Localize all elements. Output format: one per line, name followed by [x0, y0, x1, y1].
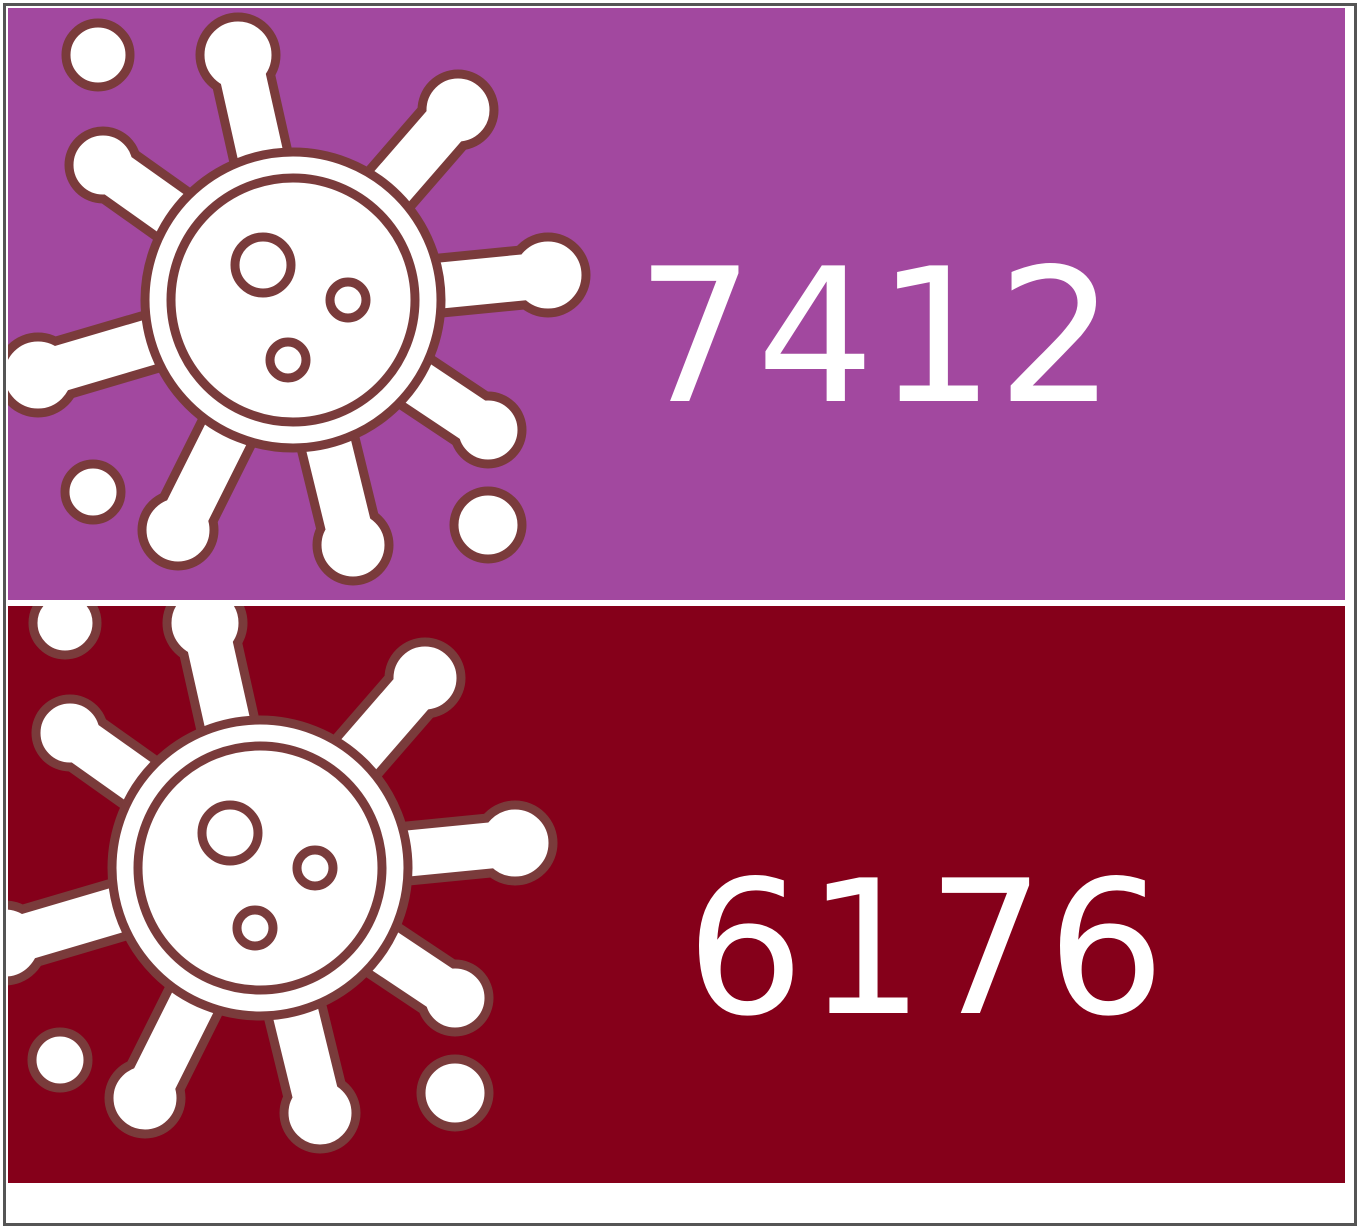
- stat-tile: 6176: [8, 606, 1345, 1183]
- virus-icon: [8, 606, 628, 1183]
- stat-value: 6176: [686, 856, 1167, 1042]
- stat-value: 7412: [636, 244, 1117, 430]
- stat-tile: 7412: [8, 8, 1345, 600]
- widget-frame: 7412 6176: [3, 3, 1357, 1226]
- virus-icon: [8, 8, 628, 600]
